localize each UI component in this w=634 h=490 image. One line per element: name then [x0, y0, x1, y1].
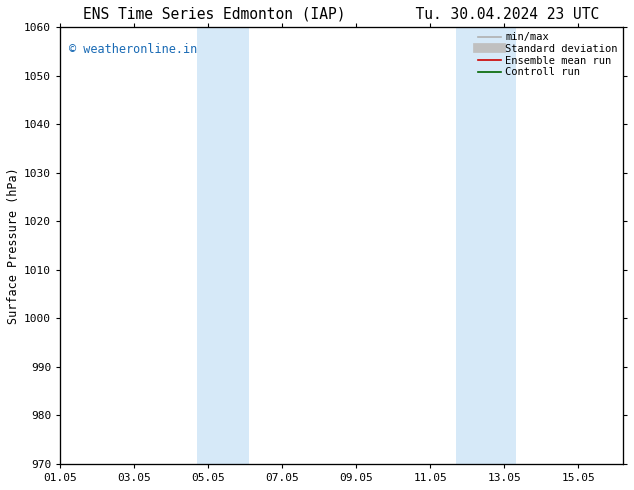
Title: ENS Time Series Edmonton (IAP)        Tu. 30.04.2024 23 UTC: ENS Time Series Edmonton (IAP) Tu. 30.04… [84, 7, 600, 22]
Legend: min/max, Standard deviation, Ensemble mean run, Controll run: min/max, Standard deviation, Ensemble me… [476, 30, 620, 79]
Y-axis label: Surface Pressure (hPa): Surface Pressure (hPa) [7, 167, 20, 324]
Bar [197, 27, 249, 464]
Text: © weatheronline.in: © weatheronline.in [68, 43, 197, 55]
Bar [456, 27, 515, 464]
